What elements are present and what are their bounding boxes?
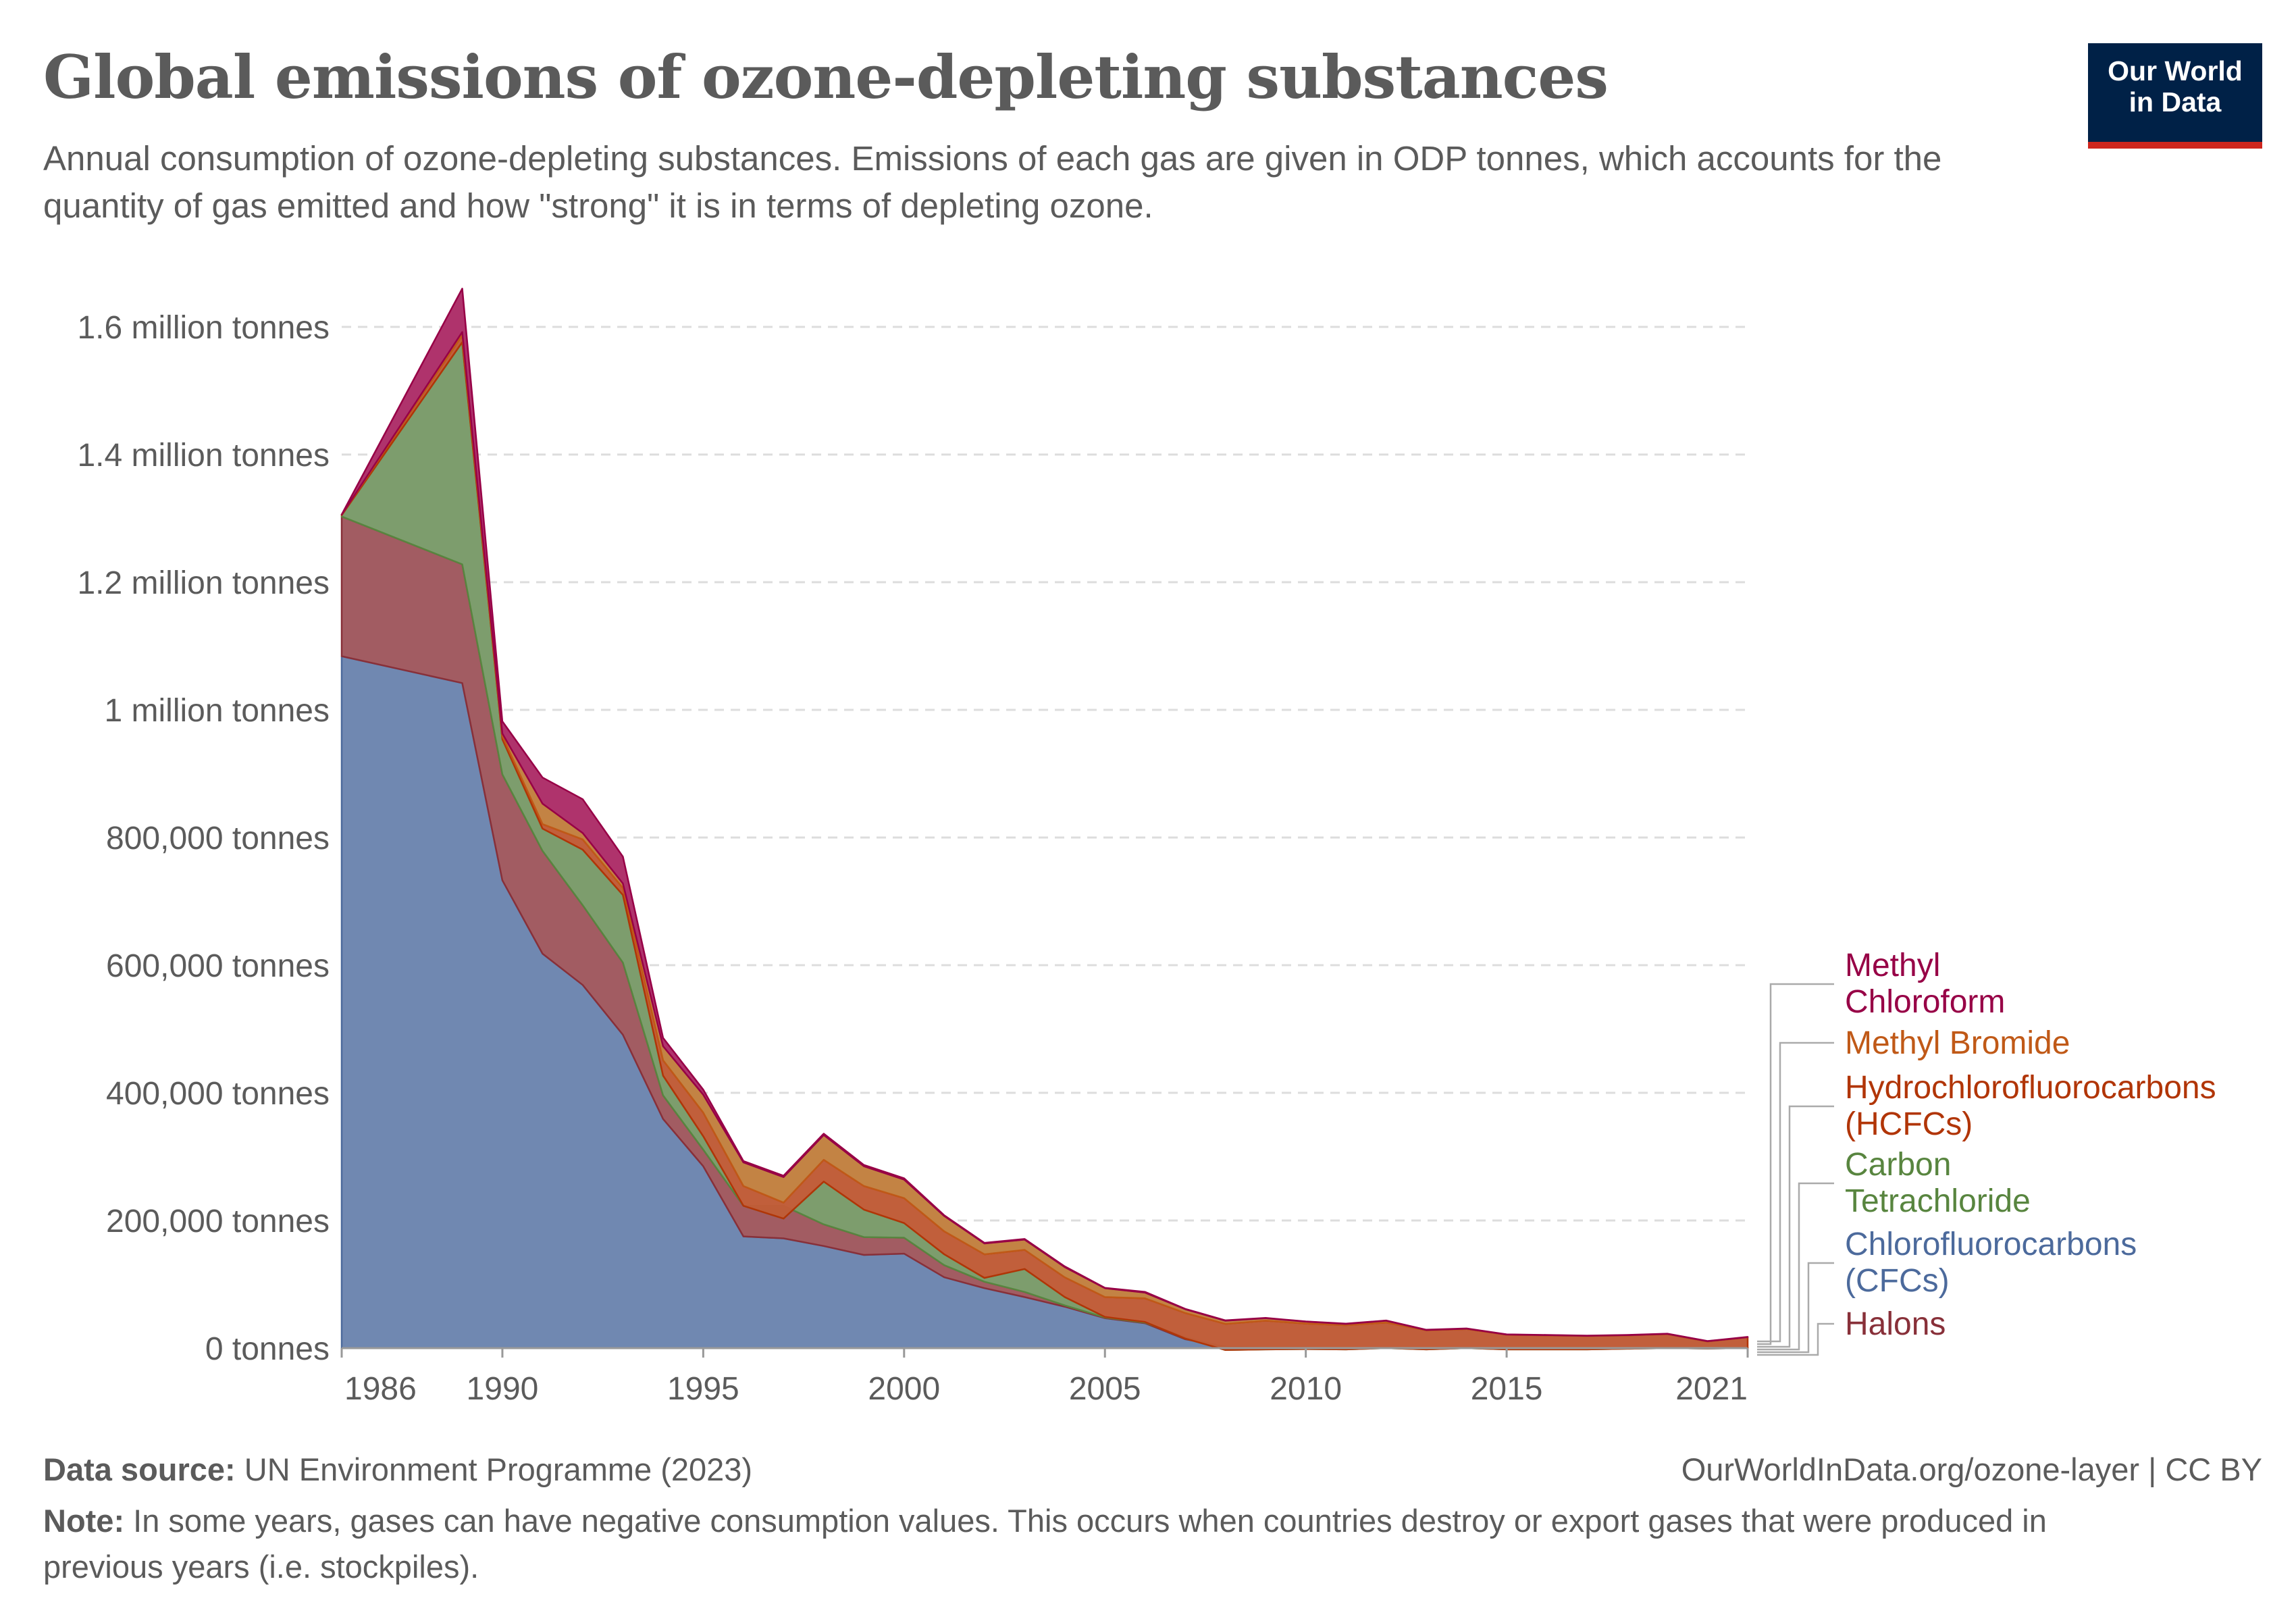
x-tick-label: 2000	[868, 1371, 940, 1407]
x-tick-label: 1990	[467, 1371, 539, 1407]
legend-label: Chlorofluorocarbons	[1845, 1227, 2137, 1262]
owid-logo[interactable]: Our World in Data	[2088, 43, 2262, 149]
legend-label: Hydrochlorofluorocarbons	[1845, 1070, 2216, 1106]
legend-label: Carbon	[1845, 1147, 1951, 1183]
chart-subtitle: Annual consumption of ozone-depleting su…	[43, 139, 1942, 225]
area-methyl-chloroform	[340, 288, 1749, 1343]
legend-label: Chloroform	[1845, 984, 2005, 1020]
legend-connector	[1757, 1182, 1834, 1351]
logo-accent-bar	[2088, 142, 2262, 149]
data-source: Data source: UN Environment Programme (2…	[43, 1451, 752, 1488]
legend-item-chlorofluorocarbons-cfcs[interactable]: Chlorofluorocarbons(CFCs)	[1757, 1227, 2137, 1354]
legend-connector	[1757, 1322, 1834, 1356]
x-tick-label: 2021	[1675, 1371, 1748, 1407]
legend-label: Methyl Bromide	[1845, 1025, 2070, 1061]
y-tick-label: 200,000 tonnes	[106, 1204, 330, 1239]
y-tick-label: 0 tonnes	[205, 1331, 330, 1367]
x-tick-label: 1995	[667, 1371, 739, 1407]
legend-item-halons[interactable]: Halons	[1757, 1306, 1946, 1356]
data-source-text: UN Environment Programme (2023)	[235, 1451, 753, 1487]
x-tick-label: 2010	[1270, 1371, 1342, 1407]
x-axis: 1986 1990 1995 2000 2005 2010 2015 2021	[340, 1347, 1749, 1407]
y-tick-label: 1.4 million tonnes	[77, 438, 330, 473]
legend-connector	[1757, 1041, 1834, 1343]
y-tick-label: 400,000 tonnes	[106, 1076, 330, 1112]
logo-line-2: in Data	[2129, 86, 2222, 118]
y-tick-label: 600,000 tonnes	[106, 948, 330, 984]
area-chlorofluorocarbons-cfcs	[340, 655, 1749, 1350]
legend-item-hydrochlorofluorocarbons-hcfcs[interactable]: Hydrochlorofluorocarbons(HCFCs)	[1757, 1070, 2216, 1348]
y-tick-label: 1.6 million tonnes	[77, 310, 330, 346]
y-tick-label: 800,000 tonnes	[106, 821, 330, 856]
note-label: Note:	[43, 1503, 125, 1539]
x-tick-label: 2015	[1471, 1371, 1543, 1407]
note-text: In some years, gases can have negative c…	[43, 1503, 2047, 1585]
legend-label: Methyl	[1845, 948, 1940, 983]
legend-label: Tetrachloride	[1845, 1183, 2031, 1219]
chart-title: Global emissions of ozone-depleting subs…	[43, 42, 1609, 112]
legend-label: (CFCs)	[1845, 1263, 1950, 1299]
legend-item-methyl-bromide[interactable]: Methyl Bromide	[1757, 1025, 2070, 1343]
data-source-label: Data source:	[43, 1451, 236, 1487]
legend-connector	[1757, 983, 1834, 1345]
legend-label: Halons	[1845, 1306, 1946, 1342]
stacked-areas	[340, 288, 1749, 1352]
x-tick-label: 2005	[1069, 1371, 1141, 1407]
source-link[interactable]: OurWorldInData.org/ozone-layer | CC BY	[1681, 1451, 2262, 1487]
y-axis-labels: 0 tonnes 200,000 tonnes 400,000 tonnes 600,…	[77, 310, 330, 1367]
note: Note: In some years, gases can have nega…	[43, 1498, 2170, 1590]
y-tick-label: 1.2 million tonnes	[77, 565, 330, 601]
x-tick-label: 1986	[344, 1371, 417, 1407]
y-tick-label: 1 million tonnes	[104, 693, 330, 729]
legend-label: (HCFCs)	[1845, 1106, 1973, 1142]
logo-line-1: Our World	[2108, 55, 2243, 86]
legend-connector	[1757, 1262, 1834, 1354]
legend-connector	[1757, 1105, 1834, 1348]
